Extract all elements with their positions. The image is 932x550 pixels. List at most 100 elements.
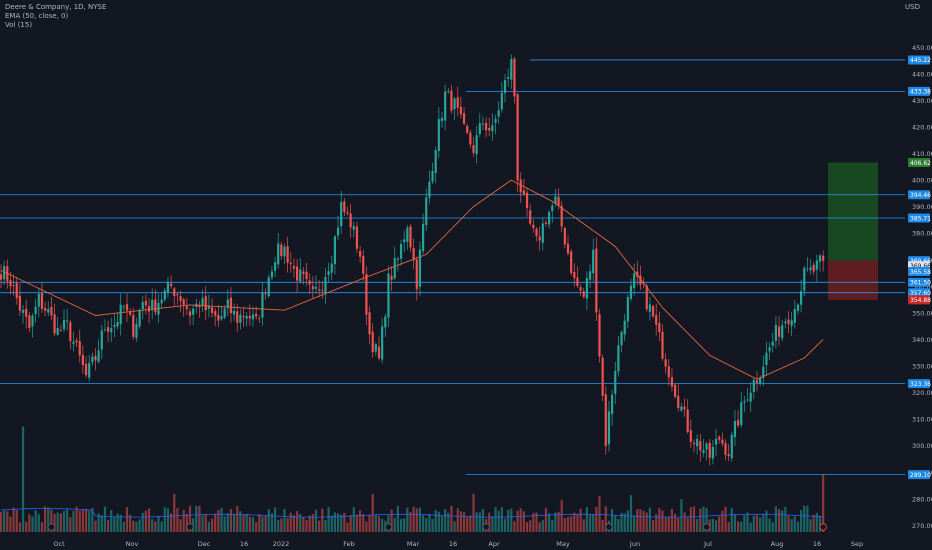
candle-body [318, 289, 321, 291]
volume-bar [236, 506, 239, 532]
volume-bar [595, 506, 598, 532]
candle-body [570, 251, 573, 274]
volume-bar [318, 520, 321, 532]
volume-bar [815, 512, 818, 532]
candle-body [781, 325, 784, 339]
volume-bar [110, 510, 113, 532]
volume-bar [59, 513, 62, 532]
candle-body [740, 402, 743, 426]
volume-bar [409, 512, 412, 532]
candle-body [94, 355, 97, 361]
chart-legend: Deere & Company, 1D, NYSE EMA (50, close… [5, 3, 106, 30]
volume-bar [554, 512, 557, 532]
volume-bar [125, 507, 129, 532]
volume-bar [305, 520, 308, 532]
candle-body [566, 243, 570, 254]
candle-body [790, 320, 793, 326]
candle-body [135, 324, 138, 338]
volume-bar [711, 518, 714, 532]
volume-bar [100, 515, 103, 532]
candle-body [226, 299, 229, 309]
candle-body [617, 345, 620, 372]
candle-body [513, 58, 516, 97]
candle-body [721, 439, 724, 444]
candle-body [34, 306, 37, 315]
candle-body [677, 395, 680, 408]
volume-bar [296, 511, 299, 532]
price-tick-label: 310.00 [912, 416, 932, 424]
volume-bar [759, 517, 762, 532]
volume-bar [822, 474, 825, 532]
volume-bar [462, 512, 466, 532]
volume-bar [355, 514, 359, 532]
price-tick-label: 410.00 [912, 150, 932, 158]
candle-body [822, 255, 825, 261]
candle-body [91, 356, 94, 363]
volume-bar [702, 506, 705, 532]
volume-bar [359, 510, 362, 532]
volume-bar [273, 507, 277, 532]
candle-body [529, 210, 532, 224]
volume-bar [188, 505, 192, 532]
candle-body [103, 329, 107, 331]
candle-body [393, 258, 396, 279]
volume-bar [368, 514, 371, 532]
time-tick-label: Jun [629, 540, 640, 548]
volume-bar [251, 517, 255, 532]
volume-bar [267, 509, 270, 532]
volume-bar [217, 509, 220, 532]
candle-body [119, 304, 122, 324]
candle-body [456, 97, 459, 108]
volume-bar [585, 507, 588, 532]
volume-bar [0, 511, 3, 532]
candle-body [340, 202, 343, 227]
volume-bar [428, 514, 431, 532]
candle-body [462, 113, 466, 124]
candle-body [765, 352, 768, 365]
candle-body [548, 211, 551, 225]
candle-body [585, 277, 588, 299]
legend-volume[interactable]: Vol (15) [5, 21, 33, 29]
candle-body [538, 236, 541, 241]
candle-body [588, 271, 592, 280]
price-tag [908, 288, 930, 298]
candle-body [343, 201, 346, 213]
candle-body [144, 300, 147, 306]
candle-body [365, 274, 368, 315]
candle-body [560, 205, 563, 227]
candle-body [97, 350, 100, 362]
candle-body [507, 76, 510, 79]
price-tag-label: 406.62 [910, 160, 931, 167]
time-axis[interactable]: Oct Nov Dec 16 2022 Feb Mar 16 Apr May Jun Jul Aug 16… [53, 540, 863, 548]
volume-bar [418, 507, 422, 532]
volume-bar [746, 512, 749, 532]
volume-bar [15, 510, 18, 532]
volume-bar [456, 508, 459, 532]
candle-body [333, 236, 336, 265]
candle-body [434, 150, 437, 173]
candle-body [289, 262, 292, 265]
candle-body [447, 91, 450, 93]
candle-body [0, 274, 3, 280]
volume-bar [330, 515, 333, 532]
price-tag-label: 323.36 [910, 381, 931, 388]
candle-body [236, 311, 239, 323]
price-tick-label: 320.00 [912, 389, 932, 397]
volume-bar [371, 494, 374, 532]
candle-body [557, 196, 560, 206]
price-tick-label: 390.00 [912, 203, 932, 211]
candle-body [661, 331, 664, 359]
candle-body [655, 315, 658, 325]
candle-body [611, 394, 614, 415]
candle-body [277, 243, 280, 265]
candle-body [598, 314, 601, 357]
volume-bar [403, 518, 406, 532]
legend-ema[interactable]: EMA (50, close, 0) [5, 12, 69, 20]
legend-symbol[interactable]: Deere & Company, 1D, NYSE [5, 3, 107, 11]
volume-bar [34, 510, 37, 532]
volume-bar [88, 510, 91, 532]
candle-body [658, 322, 661, 333]
candle-body [784, 321, 787, 324]
candle-body [614, 370, 617, 394]
